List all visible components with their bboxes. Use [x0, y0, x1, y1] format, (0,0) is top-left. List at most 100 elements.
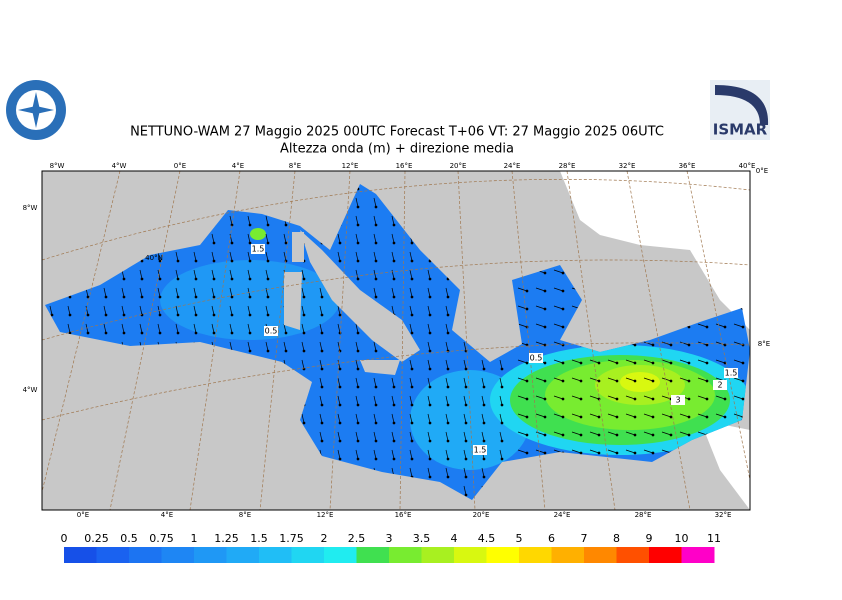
arrow-head: [158, 295, 162, 299]
graticule-label: 12°E: [317, 511, 334, 519]
colorbar-label: 4.5: [478, 532, 496, 545]
contour-label-bg: [264, 326, 278, 336]
arrow-head: [392, 457, 396, 461]
arrow-head: [633, 415, 637, 419]
arrow-head: [597, 415, 601, 419]
arrow-head: [158, 331, 162, 335]
colorbar-swatch: [421, 547, 455, 563]
arrow-head: [500, 403, 504, 407]
arrow-head: [410, 313, 414, 317]
arrow-head: [669, 343, 673, 347]
arrow-head: [177, 512, 179, 514]
arrow-head: [633, 361, 637, 365]
colorbar-label: 1: [191, 532, 198, 545]
wave-arrow: [463, 359, 467, 370]
graticule-label: 0°E: [174, 162, 186, 170]
graticule-label: 16°E: [395, 511, 412, 519]
arrow-head: [464, 367, 468, 371]
arrow-head: [525, 451, 529, 455]
wave-arrow: [481, 467, 485, 478]
contour-label-bg: [473, 445, 487, 455]
arrow-head: [356, 403, 360, 407]
arrow-head: [615, 361, 619, 365]
wave-arrow: [553, 287, 564, 292]
wave-arrow: [391, 377, 395, 388]
wave-arrow: [319, 359, 323, 370]
arrow-head: [356, 277, 360, 281]
arrow-head: [705, 361, 709, 365]
arrow-head: [123, 512, 125, 514]
wave-arrow: [355, 215, 359, 226]
wave-arrow: [697, 359, 708, 364]
wave-arrow: [409, 431, 413, 442]
wave-arrow: [409, 377, 413, 388]
wave-arrow: [373, 215, 377, 226]
map-frame: [41, 170, 751, 511]
arrow-head: [248, 277, 252, 281]
wave-arrow: [427, 377, 431, 388]
arrow-head: [543, 361, 547, 365]
wave-arrow: [661, 413, 672, 418]
graticule-label: 40°N: [145, 254, 163, 262]
arrow-head: [212, 241, 216, 245]
wave-arrow: [265, 233, 269, 244]
arrow-head: [195, 512, 197, 514]
arrow-head: [561, 325, 565, 329]
wave-arrow: [607, 377, 618, 382]
arrow-head: [446, 331, 450, 335]
arrow-head: [194, 259, 198, 263]
wave-arrow: [607, 413, 618, 418]
wave-arrow: [679, 431, 690, 436]
wave-arrow: [553, 323, 564, 328]
arrow-head: [428, 349, 432, 353]
wave-arrow: [661, 341, 672, 346]
wave-arrow: [463, 467, 467, 478]
graticule: [42, 171, 750, 510]
wave-arrow: [535, 323, 546, 328]
arrow-head: [501, 512, 503, 514]
wave-arrow: [319, 431, 323, 442]
wave-arrow: [301, 341, 305, 352]
arrow-head: [482, 385, 486, 389]
arrow-head: [525, 433, 529, 437]
arrow-head: [428, 295, 432, 299]
graticule-label: 0°E: [77, 511, 89, 519]
arrow-head: [579, 361, 583, 365]
wave-arrow: [571, 413, 582, 418]
wave-arrow: [373, 287, 377, 298]
wave-arrow: [589, 395, 600, 400]
arrow-head: [50, 313, 54, 317]
wave-arrow: [355, 431, 359, 442]
arrow-head: [356, 331, 360, 335]
subtitle: Altezza onda (m) + direzione media: [280, 142, 514, 157]
colorbar-label: 2.5: [348, 532, 366, 545]
wave-arrow: [337, 251, 341, 262]
wave-arrow: [391, 251, 395, 262]
arrow-head: [230, 331, 234, 335]
wave-arrow: [211, 269, 215, 280]
colorbar-swatch: [681, 547, 715, 563]
wave-arrow: [589, 449, 600, 454]
arrow-head: [140, 277, 144, 281]
arrow-head: [482, 367, 486, 371]
arrow-head: [464, 421, 468, 425]
arrow-head: [723, 397, 727, 401]
arrow-head: [338, 313, 342, 317]
logo-text: ISMAR: [713, 121, 768, 139]
wave-arrow: [427, 467, 431, 478]
arrow-head: [231, 512, 233, 514]
wave-arrow: [409, 323, 413, 334]
arrow-head: [615, 451, 619, 455]
wave-arrow: [571, 359, 582, 364]
contour-label: 2: [717, 381, 722, 390]
arrow-head: [122, 331, 126, 335]
arrow-head: [651, 361, 655, 365]
wave-arrow: [553, 269, 564, 274]
arrow-head: [597, 451, 601, 455]
wave-arrow: [391, 269, 395, 280]
arrow-head: [446, 475, 450, 479]
wave-arrow: [319, 395, 323, 406]
arrow-head: [579, 451, 583, 455]
wave-arrow: [355, 359, 359, 370]
arrow-head: [579, 433, 583, 437]
